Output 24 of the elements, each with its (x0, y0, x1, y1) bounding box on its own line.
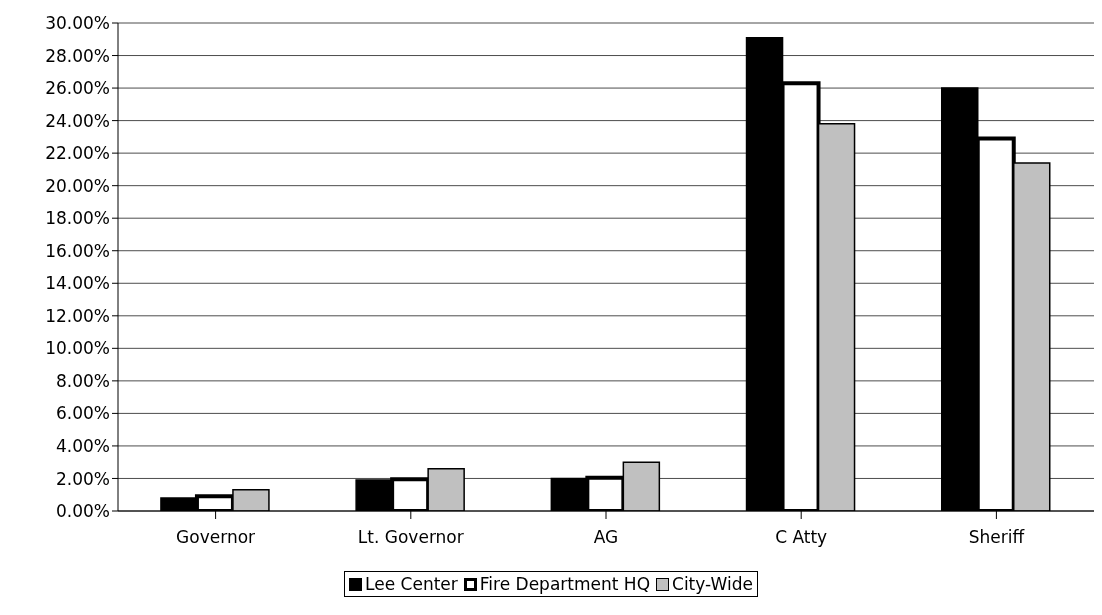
y-tick-label: 0.00% (55, 501, 110, 522)
y-tick-label: 22.00% (45, 143, 110, 164)
x-tick-label: Sheriff (968, 527, 1026, 548)
y-tick-label: 4.00% (55, 435, 110, 456)
y-tick-label: 2.00% (55, 468, 110, 489)
legend-label: City-Wide (671, 574, 753, 594)
y-tick-label: 18.00% (45, 208, 110, 229)
legend-label: Lee Center (364, 574, 458, 594)
y-tick-label: 14.00% (45, 273, 110, 294)
y-tick-label: 30.00% (45, 13, 110, 34)
y-tick-label: 8.00% (55, 370, 110, 391)
y-tick-label: 12.00% (45, 305, 110, 326)
x-tick-label: C Atty (775, 527, 828, 548)
y-tick-label: 20.00% (45, 175, 110, 196)
x-tick-label: Governor (176, 527, 256, 548)
y-tick-label: 28.00% (45, 45, 110, 66)
y-tick-label: 24.00% (45, 110, 110, 131)
y-tick-label: 16.00% (45, 240, 110, 261)
y-tick-label: 26.00% (45, 78, 110, 99)
x-tick-label: Lt. Governor (357, 527, 464, 548)
y-tick-label: 10.00% (45, 338, 110, 359)
x-tick-label: AG (593, 527, 619, 548)
y-tick-label: 6.00% (55, 403, 110, 424)
legend-label: Fire Department HQ (478, 574, 651, 594)
